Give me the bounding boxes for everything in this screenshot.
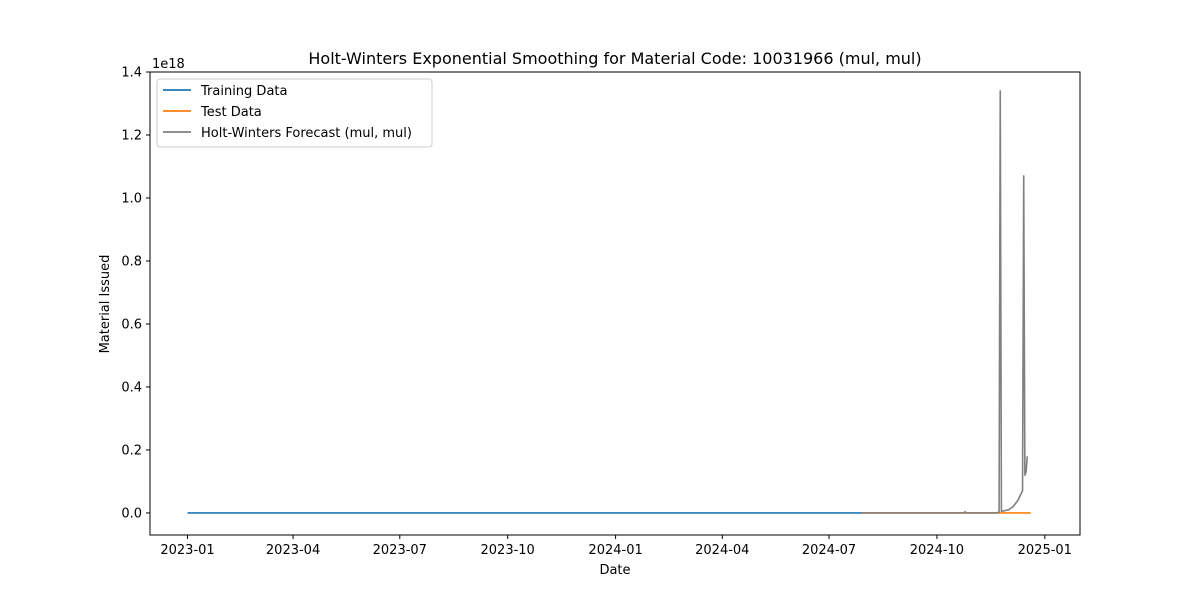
y-tick-label: 0.8 bbox=[121, 254, 142, 269]
legend-label: Training Data bbox=[200, 84, 287, 99]
x-tick-label: 2023-01 bbox=[160, 543, 214, 558]
x-axis-label: Date bbox=[599, 563, 630, 578]
y-tick-label: 0.2 bbox=[121, 443, 142, 458]
y-tick-label: 1.2 bbox=[121, 128, 142, 143]
x-tick-label: 2024-01 bbox=[588, 543, 642, 558]
series-lines bbox=[187, 90, 1031, 514]
legend-box bbox=[156, 78, 433, 148]
x-tick-label: 2023-04 bbox=[266, 543, 320, 558]
y-tick-label: 0.0 bbox=[121, 506, 142, 521]
x-tick-label: 2024-07 bbox=[802, 543, 856, 558]
chart-title: Holt-Winters Exponential Smoothing for M… bbox=[308, 49, 921, 68]
x-tick-label: 2023-07 bbox=[373, 543, 427, 558]
y-offset-label: 1e18 bbox=[152, 57, 185, 72]
x-tick-label: 2024-10 bbox=[910, 543, 964, 558]
y-tick-label: 1.0 bbox=[121, 191, 142, 206]
y-axis-label: Material Issued bbox=[98, 255, 113, 354]
y-tick-label: 1.4 bbox=[121, 66, 142, 81]
y-tick-label: 0.4 bbox=[121, 380, 142, 395]
series-line-3 bbox=[861, 90, 1029, 514]
legend: Training Data Test Data Holt-Winters Forec… bbox=[156, 78, 433, 148]
legend-label: Holt-Winters Forecast (mul, mul) bbox=[201, 126, 412, 141]
x-axis-ticks: 2023-01 2023-04 2023-07 2023-10 2024-01 2024-… bbox=[160, 535, 1072, 558]
y-axis-ticks: 0.0 0.2 0.4 0.6 0.8 1.0 1.2 1.4 bbox=[121, 66, 150, 521]
legend-label: Test Data bbox=[200, 105, 262, 120]
x-tick-label: 2024-04 bbox=[695, 543, 749, 558]
x-tick-label: 2023-10 bbox=[481, 543, 535, 558]
plot-area bbox=[149, 71, 1081, 536]
y-tick-label: 0.6 bbox=[121, 317, 142, 332]
x-tick-label: 2025-01 bbox=[1018, 543, 1072, 558]
